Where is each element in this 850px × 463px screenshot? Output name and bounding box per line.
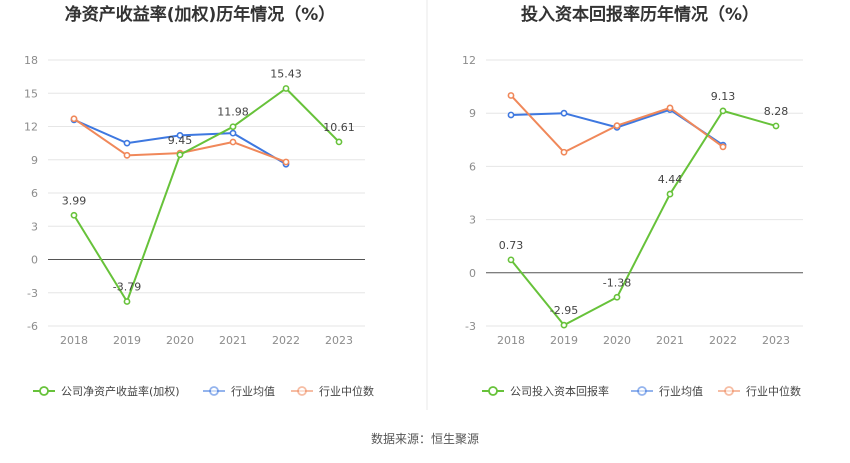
- y-tick-label: -6: [27, 320, 38, 333]
- chart-title: 净资产收益率(加权)历年情况（%）: [65, 4, 336, 25]
- data-label: -2.95: [550, 304, 578, 317]
- data-label: 3.99: [62, 194, 87, 207]
- x-tick-label: 2023: [325, 334, 353, 347]
- data-point-company: [719, 107, 727, 115]
- legend-marker-icon: [488, 386, 498, 396]
- y-tick-label: 6: [469, 160, 476, 173]
- y-tick-label: -3: [465, 320, 476, 333]
- data-point-industry_avg: [176, 131, 184, 139]
- data-point-company: [666, 190, 674, 198]
- data-point-industry_median: [229, 138, 237, 146]
- legend-marker-icon: [297, 386, 307, 396]
- data-point-industry_avg: [507, 111, 515, 119]
- legend-item-industry_median: 行业中位数: [718, 384, 801, 398]
- data-point-company: [176, 151, 184, 159]
- data-label: -3.79: [113, 281, 141, 294]
- y-tick-label: 15: [24, 87, 38, 100]
- roic-chart-panel: 投入资本回报率历年情况（%） -3 0 3 6 9 12 2018 2019 2020 2021 20…: [462, 4, 803, 398]
- y-tick-label: 3: [469, 214, 476, 227]
- data-point-company: [70, 211, 78, 219]
- x-tick-label: 2018: [497, 334, 525, 347]
- x-tick-label: 2021: [656, 334, 684, 347]
- roe-chart-panel: 净资产收益率(加权)历年情况（%） -6 -3 0 3 6 9 12 15 18 2018 2019 2…: [24, 4, 374, 398]
- x-tick-label: 2019: [113, 334, 141, 347]
- x-tick-label: 2021: [219, 334, 247, 347]
- data-point-company: [560, 321, 568, 329]
- data-point-industry_avg: [229, 129, 237, 137]
- y-tick-label: 3: [31, 220, 38, 233]
- x-tick-label: 2019: [550, 334, 578, 347]
- x-tick-label: 2018: [60, 334, 88, 347]
- legend-item-industry_median: 行业中位数: [291, 384, 374, 398]
- legend-marker-icon: [637, 386, 647, 396]
- y-tick-label: 0: [31, 254, 38, 267]
- data-label: 9.45: [168, 134, 193, 147]
- data-point-company: [229, 123, 237, 131]
- data-label: 9.13: [711, 90, 736, 103]
- y-tick-label: 0: [469, 267, 476, 280]
- y-tick-label: -3: [27, 287, 38, 300]
- y-tick-label: 12: [462, 54, 476, 67]
- data-point-company: [335, 138, 343, 146]
- data-point-industry_median: [123, 151, 131, 159]
- legend-label: 公司投入资本回报率: [510, 384, 609, 398]
- data-point-industry_median: [560, 148, 568, 156]
- y-tick-label: 18: [24, 54, 38, 67]
- legend-label: 行业均值: [659, 385, 703, 398]
- data-label: 15.43: [270, 67, 302, 80]
- data-point-industry_median: [666, 104, 674, 112]
- data-point-company: [123, 298, 131, 305]
- legend-item-industry_avg: 行业均值: [631, 385, 703, 398]
- data-point-company: [507, 256, 515, 264]
- data-label: 4.44: [658, 173, 683, 186]
- series-line-company: [510, 109, 777, 327]
- x-tick-label: 2022: [709, 334, 737, 347]
- y-tick-label: 12: [24, 121, 38, 134]
- data-label: 0.73: [499, 239, 524, 252]
- legend-item-industry_avg: 行业均值: [203, 385, 275, 398]
- legend-marker-icon: [724, 386, 734, 396]
- data-label: -1.38: [603, 276, 631, 289]
- legend-item-company: 公司净资产收益率(加权): [33, 384, 180, 398]
- data-point-industry_median: [282, 158, 290, 166]
- source-note: 数据来源：恒生聚源: [371, 431, 479, 446]
- data-point-industry_median: [719, 143, 727, 151]
- data-label: 8.28: [764, 105, 789, 118]
- data-label: 10.61: [323, 121, 355, 134]
- y-tick-label: 9: [469, 107, 476, 120]
- y-tick-label: 6: [31, 187, 38, 200]
- data-point-industry_avg: [123, 139, 131, 147]
- legend-marker-icon: [209, 386, 219, 396]
- data-point-industry_median: [613, 122, 621, 130]
- legend-label: 行业中位数: [746, 384, 801, 398]
- data-point-industry_median: [507, 92, 515, 99]
- legend-label: 行业均值: [231, 385, 275, 398]
- y-tick-label: 9: [31, 154, 38, 167]
- x-tick-label: 2020: [166, 334, 194, 347]
- data-point-company: [772, 122, 780, 130]
- chart-title: 投入资本回报率历年情况（%）: [521, 4, 759, 25]
- legend-label: 行业中位数: [319, 384, 374, 398]
- legend-label: 公司净资产收益率(加权): [61, 384, 180, 398]
- data-label: 11.98: [217, 106, 249, 119]
- legend-marker-icon: [39, 386, 49, 396]
- x-tick-label: 2023: [762, 334, 790, 347]
- data-point-industry_median: [70, 115, 78, 123]
- x-tick-label: 2020: [603, 334, 631, 347]
- legend-item-company: 公司投入资本回报率: [482, 384, 609, 398]
- data-point-company: [282, 85, 290, 92]
- x-tick-label: 2022: [272, 334, 300, 347]
- series-line-company: [73, 87, 340, 303]
- data-point-company: [613, 293, 621, 301]
- data-point-industry_avg: [560, 109, 568, 117]
